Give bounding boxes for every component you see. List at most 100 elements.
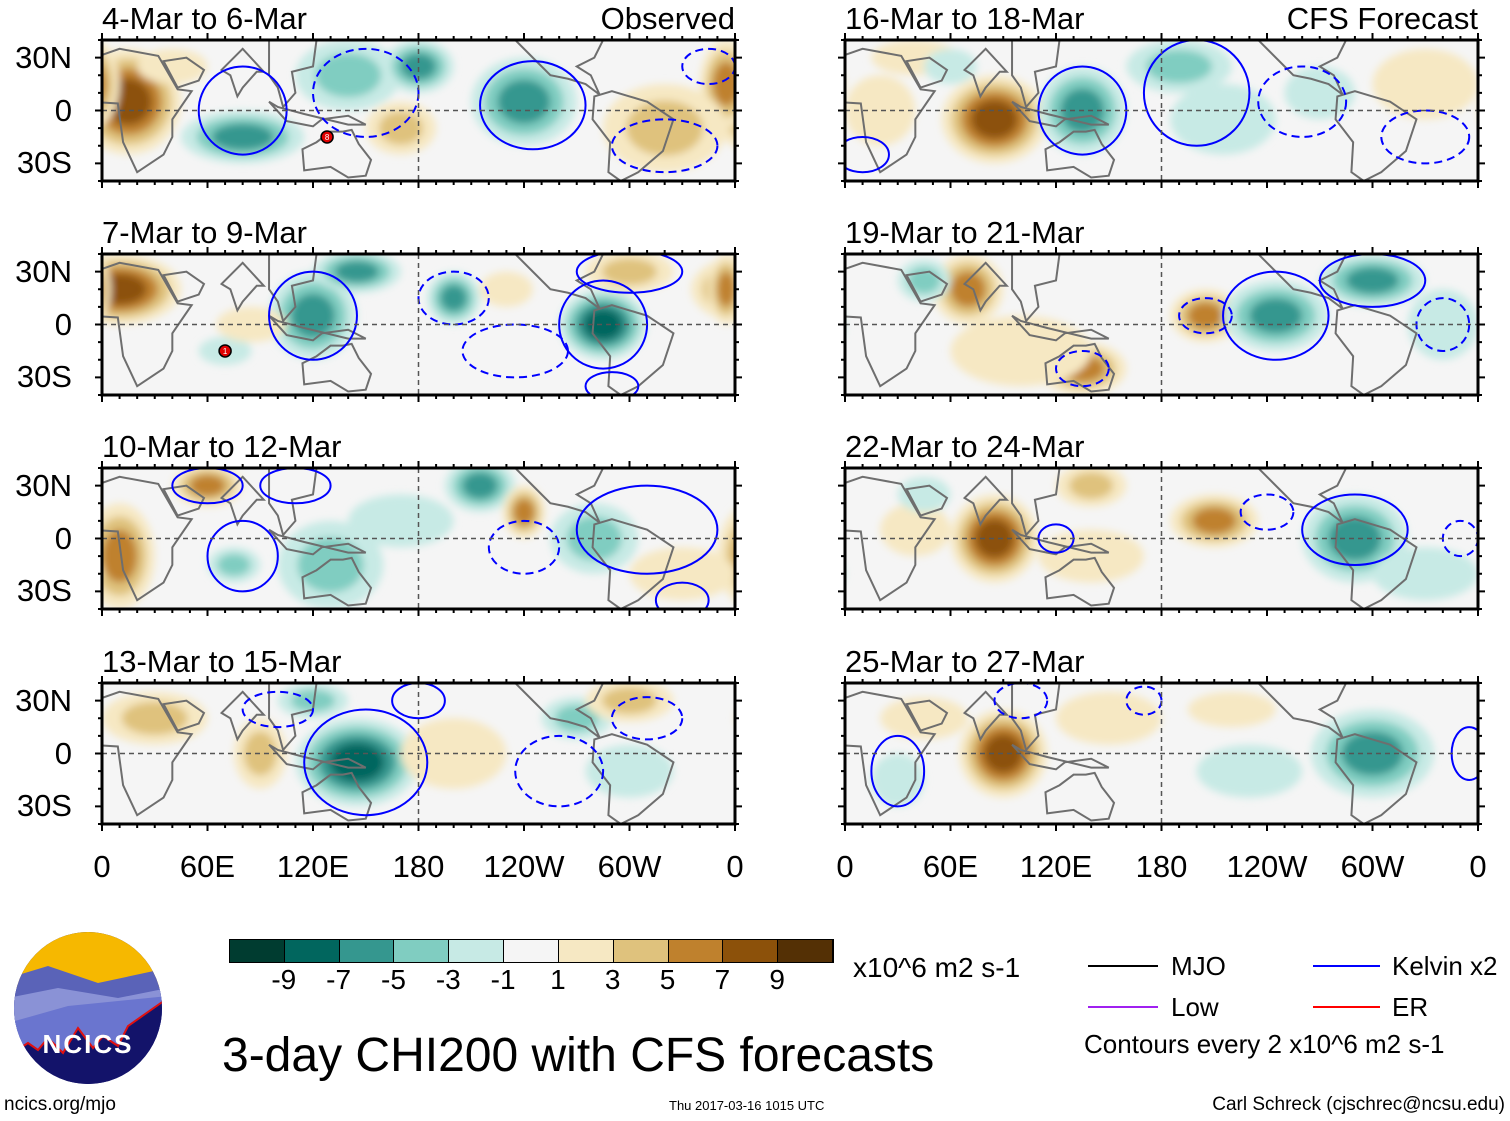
x-tick-label: 60W (1340, 849, 1405, 884)
anomaly-blob (626, 100, 704, 156)
anomaly-blob (211, 123, 274, 151)
anomaly-blob (1346, 267, 1399, 294)
anomaly-blob (1249, 298, 1303, 334)
anomaly-blob (602, 687, 657, 714)
contour-note: Contours every 2 x10^6 m2 s-1 (1084, 1029, 1445, 1059)
coastline-arabia (161, 270, 206, 303)
coastline-seasia (1011, 468, 1061, 538)
anomaly-blob (950, 271, 986, 307)
coastline-australia (301, 556, 373, 607)
anomaly-blob (297, 537, 364, 593)
y-tick-label: 30N (15, 682, 72, 718)
coastline-india (219, 690, 267, 742)
anomaly-blob (189, 475, 226, 497)
anomaly-blob (1504, 40, 1510, 75)
anomaly-blob (770, 49, 840, 84)
x-tick-label: 180 (1135, 849, 1188, 884)
y-tick-label: 30N (15, 467, 72, 503)
colorbar-tick-label: -9 (271, 964, 297, 995)
logo-text: NCICS (43, 1029, 134, 1059)
anomaly-blob (513, 498, 535, 526)
panel-title: 13-Mar to 15-Mar (102, 644, 342, 679)
kelvin-contour (1125, 685, 1163, 716)
x-tick-label: 60W (597, 849, 662, 884)
panel-title: 22-Mar to 24-Mar (845, 429, 1085, 464)
colorbar-tick-label: -5 (381, 964, 406, 995)
anomaly-blob (880, 503, 951, 557)
coastline-india (962, 475, 1010, 527)
figure-title: 3-day CHI200 with CFS forecasts (222, 1029, 935, 1082)
coastline-africa (845, 47, 937, 174)
anomaly-blob (1372, 48, 1478, 120)
kelvin-contour (870, 734, 926, 808)
colorbar-tick-label: 5 (659, 964, 676, 995)
y-tick-label: 30S (16, 573, 72, 609)
anomaly-blob (378, 111, 423, 145)
colorbar-tick-label: 7 (714, 964, 731, 995)
colorbar (229, 939, 834, 963)
colorbar-swatch (668, 940, 724, 962)
kelvin-contour (1239, 493, 1295, 531)
x-tick-label: 120E (1019, 849, 1093, 884)
legend-swatch-low (1088, 1006, 1158, 1008)
anomaly-blob (1056, 691, 1162, 745)
anomaly-blob (102, 54, 113, 114)
anomaly-blob (629, 547, 735, 601)
kelvin-contour (303, 708, 429, 817)
y-tick-label: 0 (54, 92, 72, 128)
coastline-indonesia (268, 314, 367, 342)
anomaly-blob (1187, 302, 1224, 329)
anomaly-blob (755, 702, 821, 735)
legend-swatch-er (1313, 1006, 1380, 1008)
coastline-indonesia (268, 100, 367, 128)
y-tick-label: 30N (15, 39, 72, 75)
coastline-seasia (268, 468, 318, 538)
anomaly-blob (462, 472, 498, 499)
coastline-india (219, 47, 267, 99)
coastline-africa (845, 475, 937, 602)
anomaly-blob (971, 100, 1018, 139)
panel-title: 25-Mar to 27-Mar (845, 644, 1085, 679)
legend-swatch-kelvin (1313, 965, 1380, 967)
anomaly-blob (102, 273, 147, 305)
kelvin-contour (1055, 349, 1110, 388)
panel-title: 7-Mar to 9-Mar (102, 215, 307, 250)
kelvin-contour (479, 60, 587, 151)
anomaly-blob (1192, 507, 1237, 535)
map-panel: 1 (95, 247, 742, 402)
anomaly-blob (243, 731, 277, 776)
kelvin-contour (654, 581, 710, 609)
panel-title: 4-Mar to 6-Mar (102, 1, 307, 36)
y-tick-label: 30S (16, 788, 72, 824)
coastline-africa (845, 261, 937, 388)
kelvin-contour (461, 323, 569, 379)
kelvin-contour (845, 135, 890, 174)
anomaly-blob (897, 476, 951, 513)
panel-title: 10-Mar to 12-Mar (102, 429, 342, 464)
y-tick-label: 0 (54, 735, 72, 771)
coastline-indonesia (268, 743, 367, 771)
legend-label-kelvin: Kelvin x2 (1392, 951, 1498, 981)
timestamp: Thu 2017-03-16 1015 UTC (669, 1098, 825, 1113)
coastline-camerica (513, 254, 605, 310)
coastline-india (962, 261, 1010, 313)
colorbar-tick-label: 1 (550, 964, 566, 995)
x-tick-label: 60E (922, 849, 979, 884)
anomaly-blob (1372, 547, 1478, 601)
anomaly-blob (1038, 529, 1144, 583)
x-tick-label: 120W (1226, 849, 1308, 884)
kelvin-contour (575, 254, 684, 294)
coastline-indonesia (1011, 743, 1110, 771)
legend-label-low: Low (1171, 992, 1219, 1022)
anomaly-blob (497, 79, 551, 124)
colorbar-swatch (613, 940, 669, 962)
anomaly-blob (554, 705, 599, 732)
anomaly-blob (217, 553, 251, 576)
kelvin-contour (171, 468, 244, 505)
coastline-arabia (161, 56, 206, 89)
anomaly-blob (845, 75, 916, 146)
anomaly-blob (713, 62, 735, 107)
coastline-seasia (1011, 254, 1061, 324)
anomaly-blob (315, 53, 382, 98)
